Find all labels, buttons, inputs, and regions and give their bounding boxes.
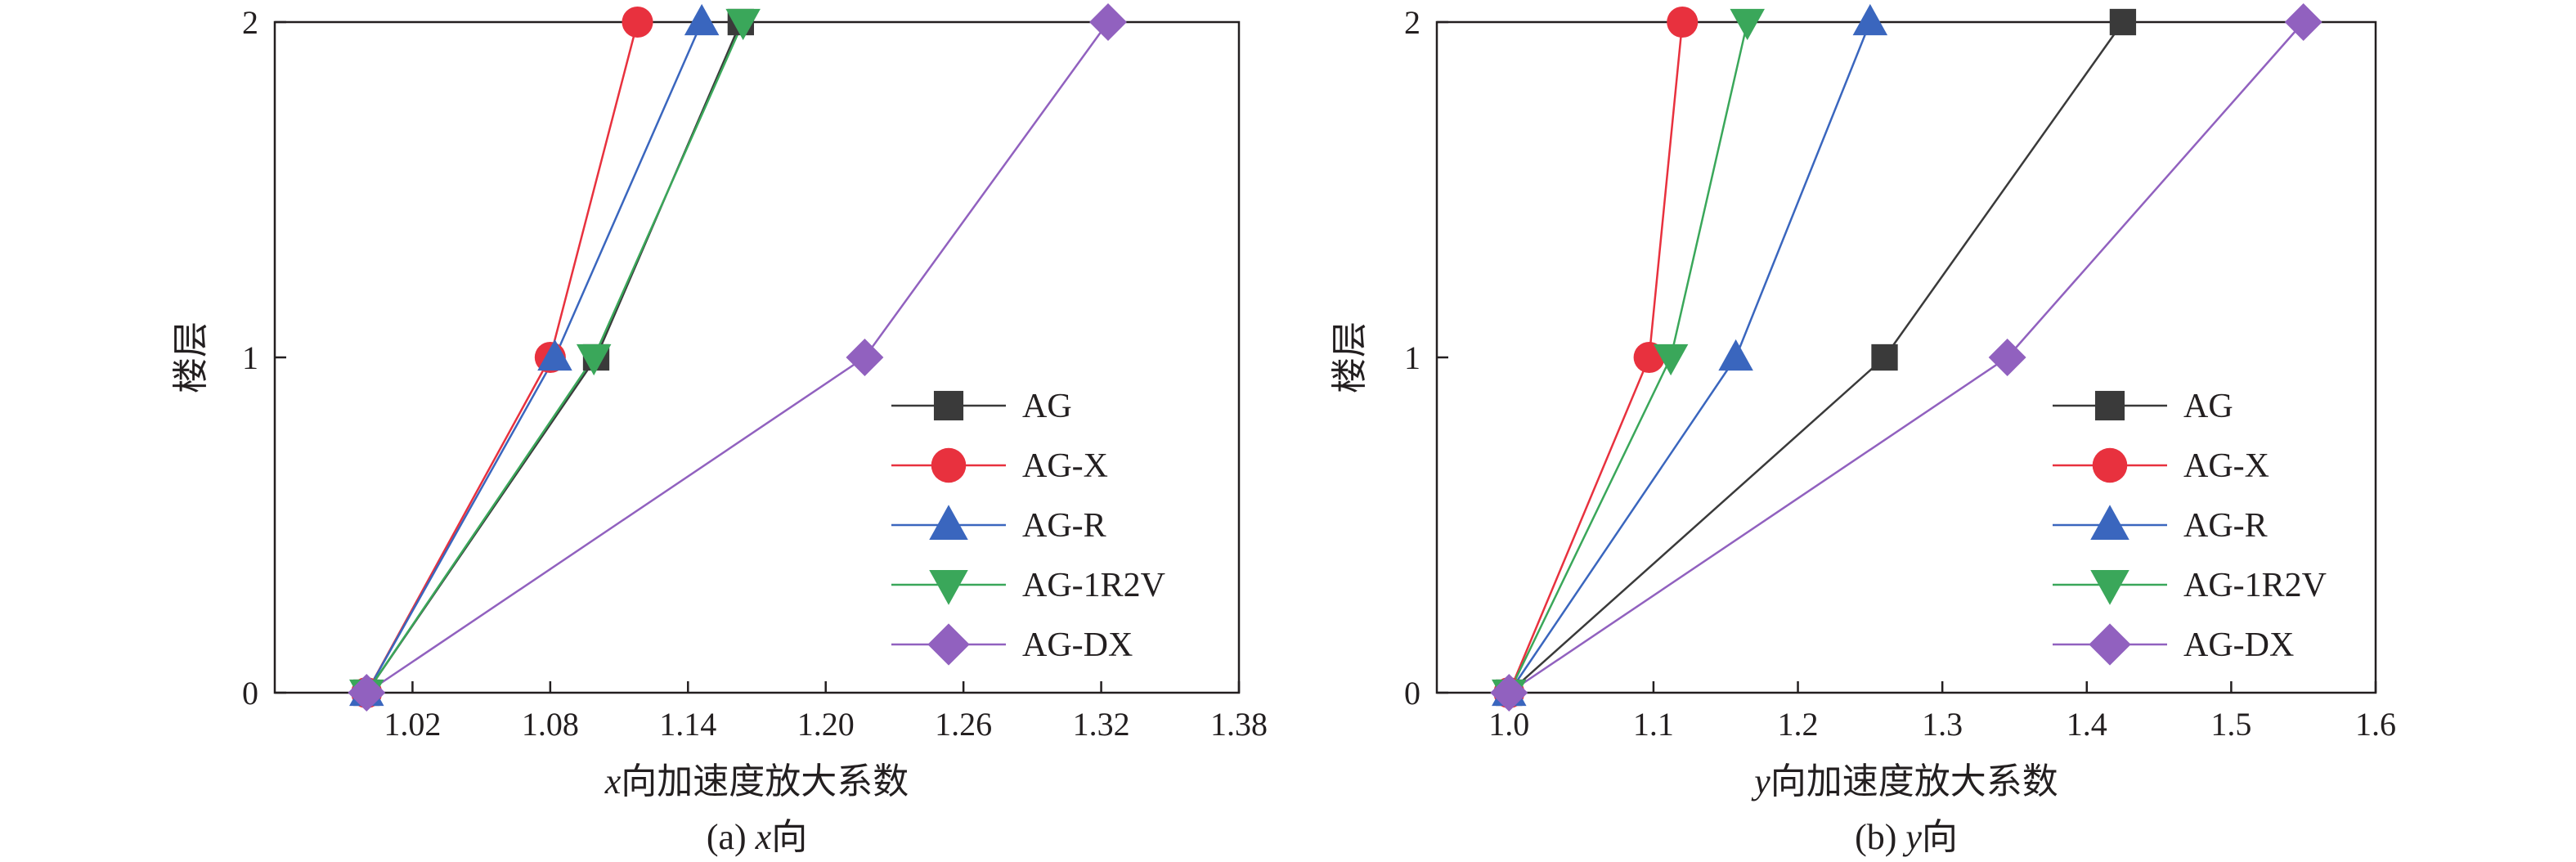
caption-suffix: 向	[1922, 817, 1958, 857]
panel-a: 1.02 1.08 1.14 1.20 1.26 1.32 1.38012楼层x向加速度放大…	[171, 3, 1268, 857]
x-axis-label-var: y	[1751, 761, 1770, 801]
x-tick-label: 1.1	[1633, 706, 1674, 743]
panel-caption: (b) y向	[1855, 817, 1958, 857]
y-tick-label: 2	[242, 4, 258, 41]
data-point-ag-r	[1852, 3, 1888, 36]
x-tick-label: 1.6	[2355, 706, 2396, 743]
legend-marker-ag-r	[929, 505, 968, 541]
data-point-ag-dx	[1988, 339, 2026, 376]
legend-label-ag-r: AG-R	[1022, 507, 1106, 545]
data-point-ag	[1871, 343, 1898, 371]
y-axis-label: 楼层	[171, 321, 211, 393]
x-tick-label: 1.2	[1778, 706, 1819, 743]
y-tick-label: 1	[242, 339, 258, 376]
y-tick-label: 0	[242, 675, 258, 712]
data-point-ag-dx	[1490, 674, 1528, 712]
x-tick-label: 1.0	[1488, 706, 1529, 743]
data-point-ag-r	[1718, 339, 1753, 371]
y-tick-label: 0	[1404, 675, 1420, 712]
caption-prefix: (b)	[1855, 817, 1905, 857]
caption-var: y	[1902, 817, 1922, 857]
x-axis-label-var: x	[604, 761, 622, 801]
data-point-ag-x	[622, 6, 653, 38]
data-point-ag-1r2v	[1653, 343, 1689, 376]
series-line-ag-r	[1508, 21, 1872, 694]
legend-label-ag-1r2v: AG-1R2V	[2183, 567, 2327, 604]
y-axis-label: 楼层	[1330, 321, 1370, 393]
data-point-ag-r	[537, 339, 572, 371]
legend-label-ag-x: AG-X	[2183, 447, 2269, 485]
series-line-ag-r	[366, 21, 703, 694]
data-point-ag-dx	[846, 339, 884, 376]
caption-suffix: 向	[771, 817, 807, 857]
legend-label-ag-dx: AG-DX	[1022, 626, 1133, 664]
legend-marker-ag	[933, 390, 964, 421]
x-tick-label: 1.02	[384, 706, 441, 743]
series-line-ag-1r2v	[1508, 21, 1748, 694]
legend-marker-ag-x	[2092, 447, 2128, 483]
legend-marker-ag-dx	[927, 623, 970, 666]
legend: AG AG-X AG-R AG-1R2V AG-DX	[2053, 388, 2327, 666]
data-point-ag-1r2v	[576, 343, 612, 376]
y-tick-label: 2	[1404, 4, 1420, 41]
legend-marker-ag-1r2v	[2090, 569, 2129, 605]
legend-label-ag-1r2v: AG-1R2V	[1022, 567, 1165, 604]
legend-label-ag: AG	[2183, 388, 2233, 425]
x-axis-label: y向加速度放大系数	[1751, 761, 2058, 801]
x-tick-label: 1.5	[2210, 706, 2251, 743]
legend-marker-ag-dx	[2089, 623, 2131, 666]
legend: AG AG-X AG-R AG-1R2V AG-DX	[891, 388, 1165, 666]
data-point-ag-dx	[1089, 3, 1127, 41]
legend-label-ag: AG	[1022, 388, 1072, 425]
legend-marker-ag-x	[931, 447, 967, 483]
x-tick-label: 1.08	[522, 706, 579, 743]
series-line-ag	[1508, 21, 2124, 694]
legend-label-ag-dx: AG-DX	[2183, 626, 2294, 664]
data-point-ag-dx	[2284, 3, 2322, 41]
x-tick-label: 1.3	[1922, 706, 1963, 743]
data-point-ag-x	[1667, 6, 1699, 38]
x-axis-label: x向加速度放大系数	[604, 761, 909, 801]
data-point-ag	[2109, 8, 2137, 36]
caption-prefix: (a)	[707, 817, 756, 857]
panel-caption: (a) x向	[707, 817, 807, 857]
x-axis-label-text: 向加速度放大系数	[1770, 761, 2058, 801]
x-tick-label: 1.20	[797, 706, 855, 743]
legend-marker-ag-r	[2090, 505, 2129, 541]
legend-label-ag-x: AG-X	[1022, 447, 1108, 485]
y-tick-label: 1	[1404, 339, 1420, 376]
data-point-ag-dx	[348, 674, 386, 712]
data-point-ag-r	[684, 3, 720, 36]
data-point-ag-1r2v	[1730, 8, 1765, 41]
x-tick-label: 1.38	[1210, 706, 1268, 743]
x-tick-label: 1.32	[1073, 706, 1130, 743]
caption-var: x	[755, 817, 772, 857]
data-point-ag-1r2v	[725, 8, 761, 41]
x-axis-label-text: 向加速度放大系数	[621, 761, 909, 801]
x-tick-label: 1.26	[935, 706, 992, 743]
legend-marker-ag	[2094, 390, 2125, 421]
x-tick-label: 1.4	[2067, 706, 2107, 743]
legend-marker-ag-1r2v	[929, 569, 968, 605]
legend-label-ag-r: AG-R	[2183, 507, 2268, 545]
series-line-ag-dx	[366, 21, 1110, 694]
x-tick-label: 1.14	[659, 706, 716, 743]
